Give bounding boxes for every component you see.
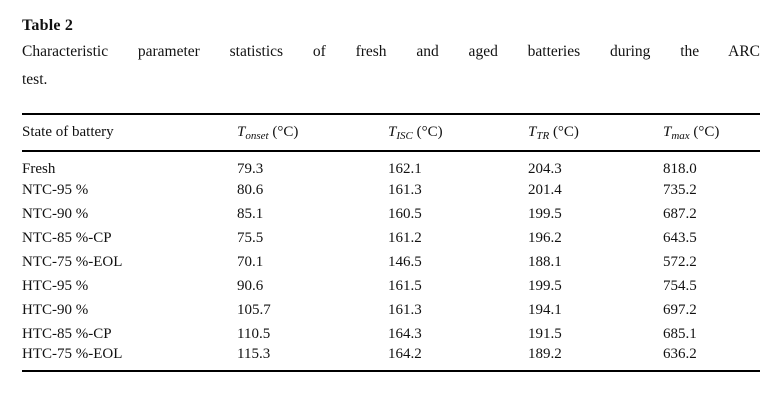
t-tr-value-cell: 188.1	[528, 253, 562, 270]
header-t-max: Tmax (°C)	[663, 114, 760, 152]
header-state-of-battery: State of battery	[22, 114, 237, 152]
header-row: State of battery Tonset (°C) TISC (°C) T…	[22, 114, 760, 152]
table-row: HTC-85 %-CP 110.5 164.3 191.5 685.1	[22, 322, 760, 346]
t-isc-value-cell: 161.3	[388, 301, 422, 318]
t-onset-value-cell: 80.6	[237, 181, 264, 198]
header-t-isc: TISC (°C)	[388, 114, 528, 152]
t-onset-value-cell: 75.5	[237, 229, 264, 246]
t-onset-symbol: Tonset	[237, 124, 269, 142]
battery-state-cell: Fresh	[22, 161, 56, 177]
t-onset-value-cell: 79.3	[237, 161, 264, 177]
t-max-value-cell: 687.2	[663, 205, 697, 222]
t-isc-unit: (°C)	[416, 124, 443, 140]
table-row: NTC-95 % 80.6 161.3 201.4 735.2	[22, 178, 760, 202]
t-tr-value-cell: 191.5	[528, 325, 562, 342]
table-body: Fresh 79.3 162.1 204.3 818.0 NTC-95 % 80.6 161.…	[22, 151, 760, 371]
t-onset-value-cell: 70.1	[237, 253, 264, 270]
battery-state-cell: HTC-90 %	[22, 301, 89, 318]
battery-state-cell: NTC-95 %	[22, 181, 89, 198]
t-isc-value-cell: 146.5	[388, 253, 422, 270]
t-isc-value-cell: 162.1	[388, 161, 422, 177]
table-row: NTC-75 %-EOL 70.1 146.5 188.1 572.2	[22, 250, 760, 274]
t-isc-value-cell: 164.2	[388, 346, 422, 362]
t-max-value-cell: 697.2	[663, 301, 697, 318]
table-title: Table 2	[22, 17, 74, 34]
t-onset-value-cell: 115.3	[237, 346, 271, 362]
table-caption: Characteristic parameter statistics of f…	[22, 38, 760, 94]
battery-state-cell: HTC-85 %-CP	[22, 325, 112, 342]
t-tr-unit: (°C)	[552, 124, 579, 140]
battery-state-cell: HTC-95 %	[22, 277, 89, 294]
table-row: HTC-75 %-EOL 115.3 164.2 189.2 636.2	[22, 346, 760, 371]
t-max-value-cell: 754.5	[663, 277, 697, 294]
t-isc-symbol: TISC	[388, 124, 413, 142]
t-tr-value-cell: 194.1	[528, 301, 562, 318]
t-tr-value-cell: 201.4	[528, 181, 562, 198]
header-t-onset: Tonset (°C)	[237, 114, 388, 152]
t-onset-value-cell: 105.7	[237, 301, 271, 318]
table-header: State of battery Tonset (°C) TISC (°C) T…	[22, 114, 760, 152]
t-tr-value-cell: 199.5	[528, 205, 562, 222]
data-table: State of battery Tonset (°C) TISC (°C) T…	[22, 113, 760, 372]
t-tr-value-cell: 196.2	[528, 229, 562, 246]
t-onset-value-cell: 90.6	[237, 277, 264, 294]
t-tr-value-cell: 189.2	[528, 346, 562, 362]
table-row: NTC-85 %-CP 75.5 161.2 196.2 643.5	[22, 226, 760, 250]
t-max-unit: (°C)	[693, 124, 720, 140]
t-onset-unit: (°C)	[272, 124, 299, 140]
table-row: NTC-90 % 85.1 160.5 199.5 687.2	[22, 202, 760, 226]
table-caption-line-1: Characteristic parameter statistics of f…	[22, 43, 760, 60]
t-tr-value-cell: 199.5	[528, 277, 562, 294]
header-t-tr: TTR (°C)	[528, 114, 663, 152]
t-isc-value-cell: 161.5	[388, 277, 422, 294]
battery-state-cell: NTC-90 %	[22, 205, 89, 222]
battery-state-cell: NTC-75 %-EOL	[22, 253, 123, 270]
battery-state-cell: NTC-85 %-CP	[22, 229, 112, 246]
t-onset-value-cell: 85.1	[237, 205, 264, 222]
battery-state-cell: HTC-75 %-EOL	[22, 346, 123, 362]
t-max-value-cell: 636.2	[663, 346, 697, 362]
t-max-value-cell: 572.2	[663, 253, 697, 270]
table-row: HTC-90 % 105.7 161.3 194.1 697.2	[22, 298, 760, 322]
table-row: Fresh 79.3 162.1 204.3 818.0	[22, 151, 760, 178]
table-row: HTC-95 % 90.6 161.5 199.5 754.5	[22, 274, 760, 298]
t-tr-value-cell: 204.3	[528, 161, 562, 177]
t-isc-value-cell: 161.3	[388, 181, 422, 198]
t-isc-value-cell: 161.2	[388, 229, 422, 246]
t-max-value-cell: 643.5	[663, 229, 697, 246]
table-caption-line-2: test.	[22, 71, 48, 88]
table-block: Table 2 Characteristic parameter statist…	[22, 13, 760, 372]
t-max-value-cell: 818.0	[663, 161, 697, 177]
t-max-value-cell: 735.2	[663, 181, 697, 198]
t-isc-value-cell: 160.5	[388, 205, 422, 222]
t-tr-symbol: TTR	[528, 124, 550, 142]
t-isc-value-cell: 164.3	[388, 325, 422, 342]
t-max-value-cell: 685.1	[663, 325, 697, 342]
t-max-symbol: Tmax	[663, 124, 690, 142]
t-onset-value-cell: 110.5	[237, 325, 271, 342]
